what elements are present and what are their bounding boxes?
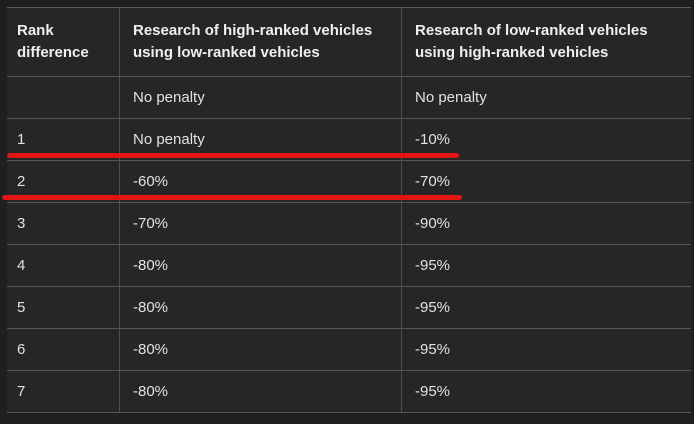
- low-using-high-cell: -95%: [415, 341, 451, 358]
- rank-cell: 7: [7, 371, 120, 412]
- rank-cell: [7, 77, 120, 118]
- low-using-high-cell: -95%: [415, 257, 451, 274]
- table-row-1: 1 No penalty -10%: [7, 119, 691, 161]
- rank-cell: 2: [7, 161, 120, 202]
- table-header-row: Rank difference Research of high-ranked …: [7, 8, 691, 77]
- header-high-using-low-line1: Research of high-ranked vehicles: [133, 22, 373, 39]
- high-using-low-cell: -70%: [120, 203, 402, 244]
- rank-cell: 4: [7, 245, 120, 286]
- low-using-high-cell: -90%: [415, 215, 451, 232]
- header-high-using-low-line2: using low-ranked vehicles: [133, 44, 320, 61]
- table-row-7: 7 -80% -95%: [7, 371, 691, 413]
- high-using-low-cell: No penalty: [120, 119, 402, 160]
- table-row-6: 6 -80% -95%: [7, 329, 691, 371]
- table-row-2: 2 -60% -70%: [7, 161, 691, 203]
- table-row-5: 5 -80% -95%: [7, 287, 691, 329]
- low-using-high-cell: -10%: [415, 131, 451, 148]
- rank-cell: 1: [7, 119, 120, 160]
- rank-cell: 5: [7, 287, 120, 328]
- header-rank-line2: difference: [17, 44, 89, 61]
- red-underline-annotation-row1: [7, 153, 459, 158]
- research-penalty-table: Rank difference Research of high-ranked …: [7, 7, 691, 413]
- header-rank-difference: Rank difference: [7, 8, 120, 76]
- high-using-low-cell: -80%: [120, 245, 402, 286]
- header-rank-line1: Rank: [17, 22, 54, 39]
- high-using-low-cell: No penalty: [120, 77, 402, 118]
- rank-cell: 6: [7, 329, 120, 370]
- table-row-no-rank: No penalty No penalty: [7, 77, 691, 119]
- high-using-low-cell: -60%: [120, 161, 402, 202]
- header-high-using-low: Research of high-ranked vehicles using l…: [120, 8, 402, 76]
- rank-cell: 3: [7, 203, 120, 244]
- low-using-high-cell: -95%: [415, 299, 451, 316]
- low-using-high-cell: -70%: [415, 173, 451, 190]
- low-using-high-cell: No penalty: [415, 89, 487, 106]
- header-low-using-high-line1: Research of low-ranked vehicles: [415, 22, 648, 39]
- low-using-high-cell: -95%: [415, 383, 451, 400]
- header-low-using-high: Research of low-ranked vehicles using hi…: [402, 8, 691, 76]
- high-using-low-cell: -80%: [120, 371, 402, 412]
- red-underline-annotation-row2: [2, 195, 462, 200]
- high-using-low-cell: -80%: [120, 329, 402, 370]
- table-row-4: 4 -80% -95%: [7, 245, 691, 287]
- high-using-low-cell: -80%: [120, 287, 402, 328]
- header-low-using-high-line2: using high-ranked vehicles: [415, 44, 609, 61]
- table-row-3: 3 -70% -90%: [7, 203, 691, 245]
